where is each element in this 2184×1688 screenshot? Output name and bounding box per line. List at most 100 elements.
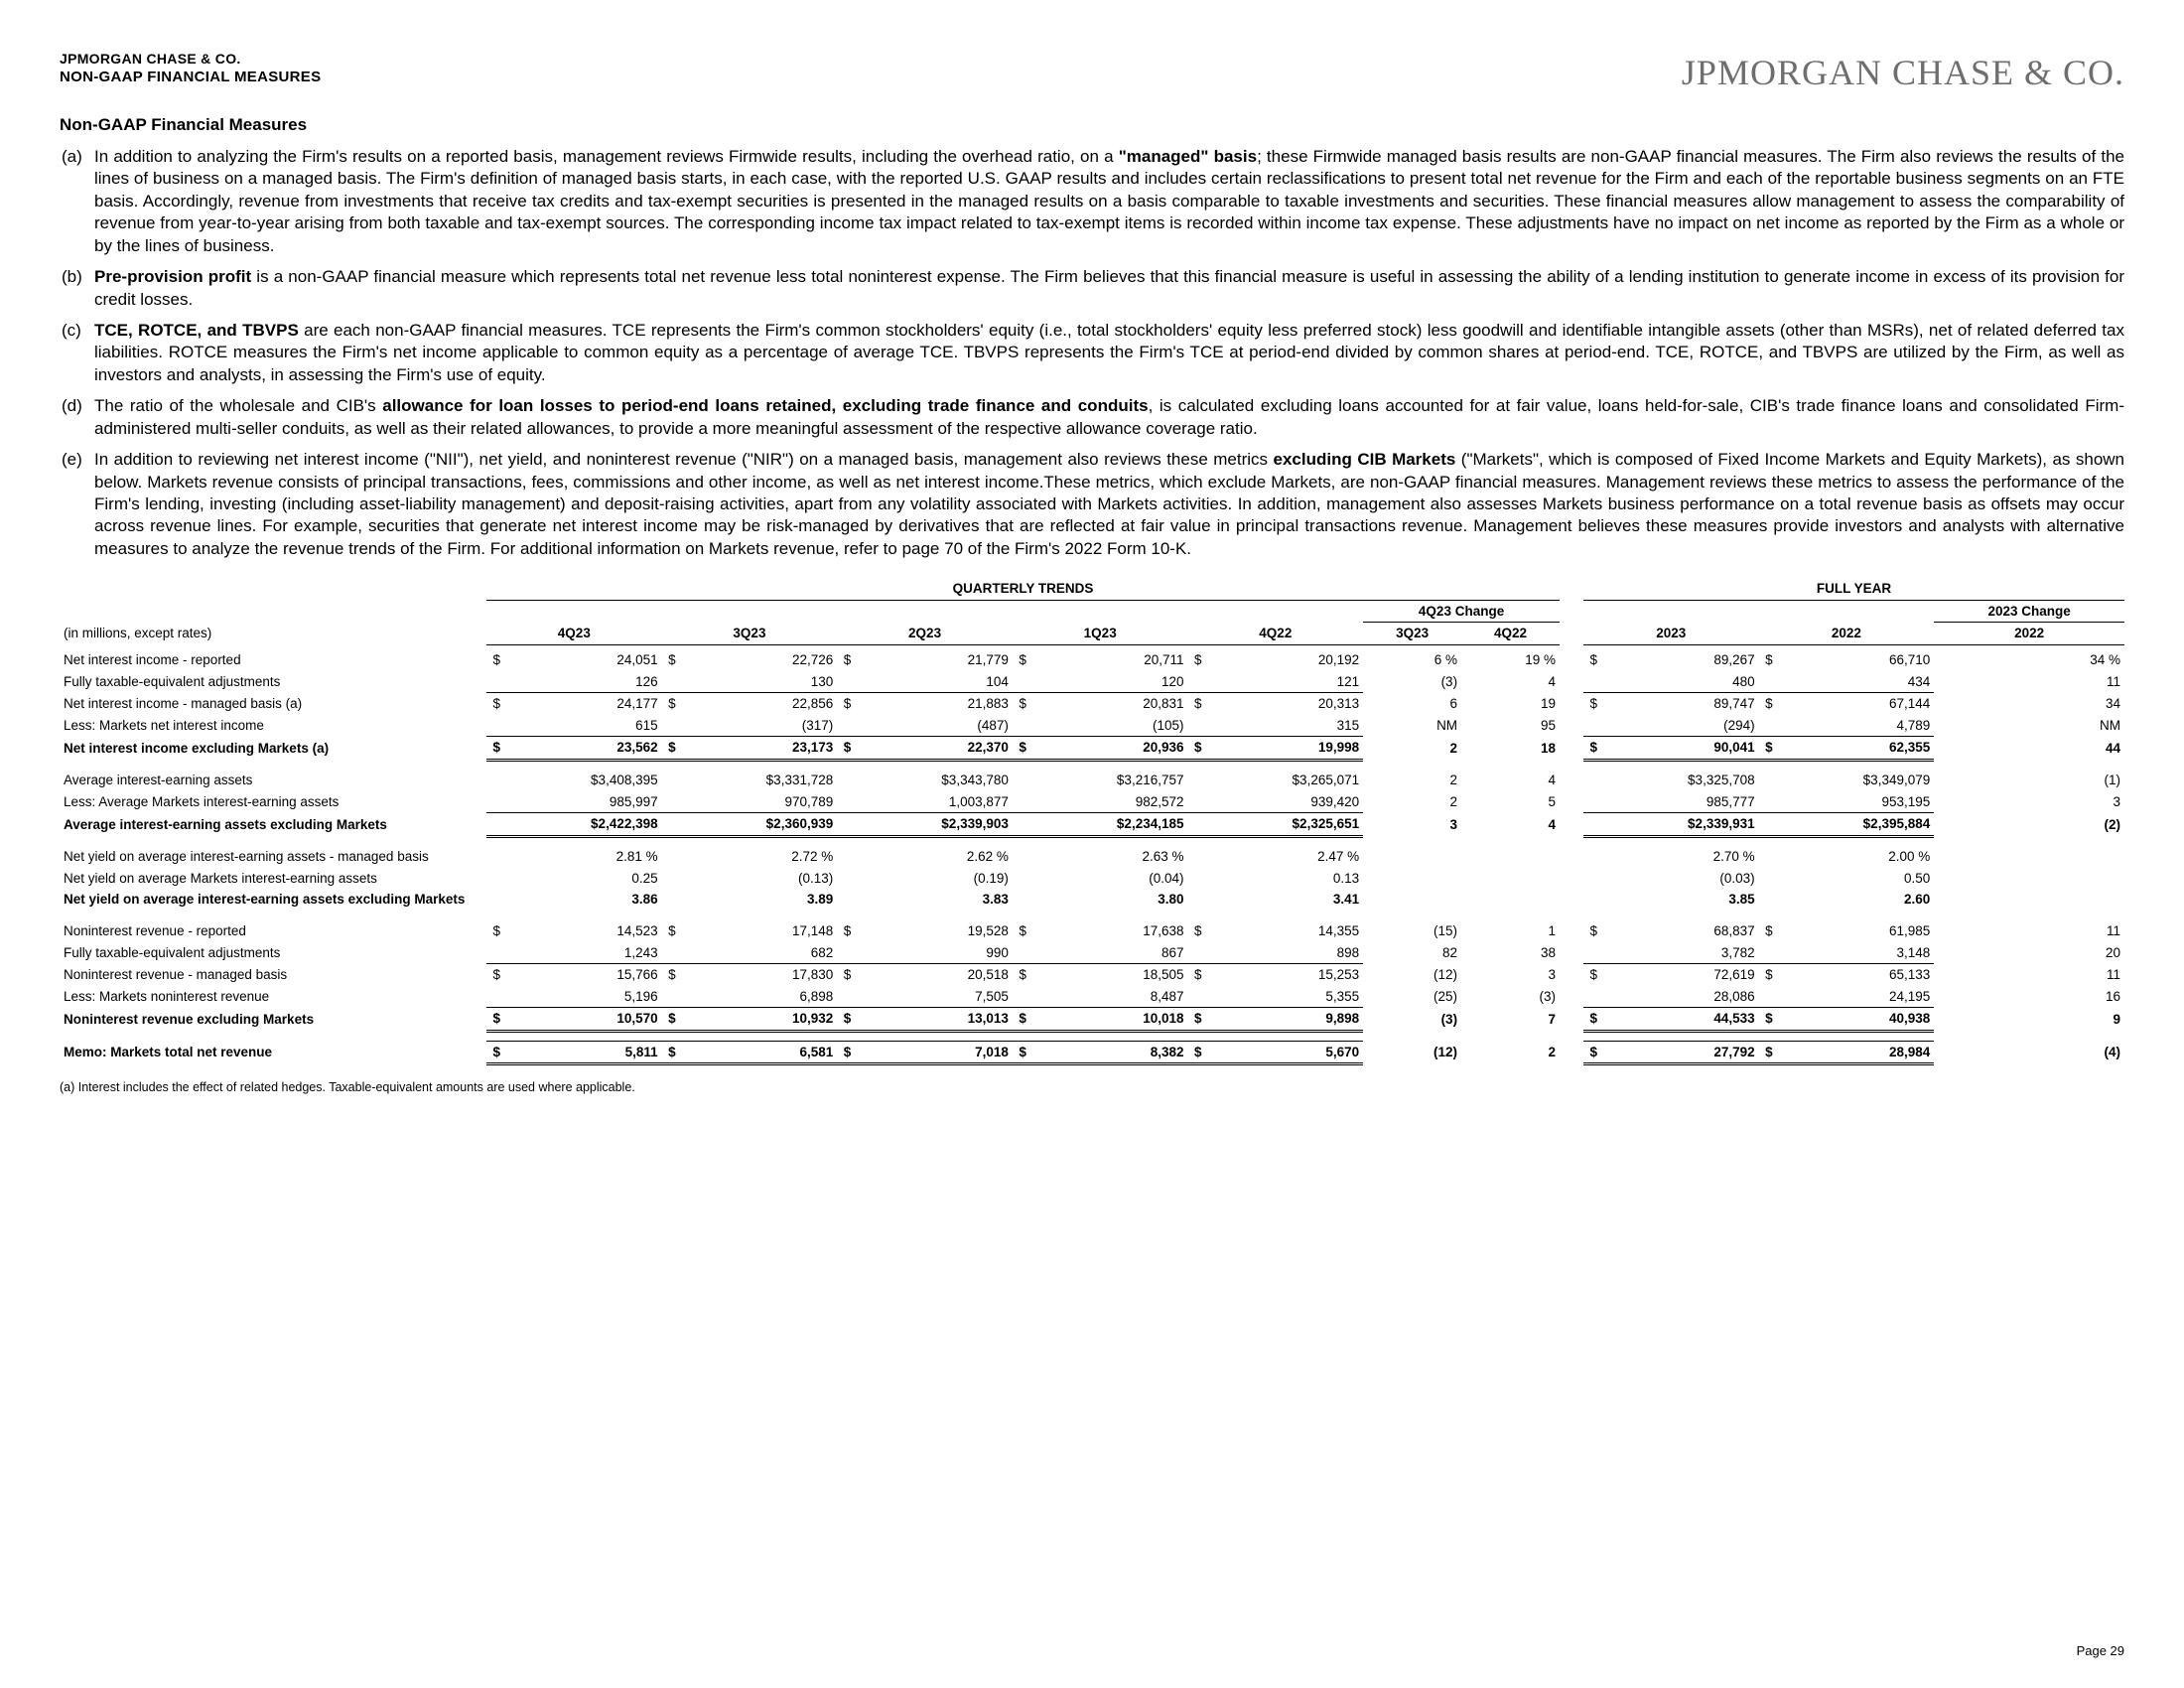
cell-value: 27,792 xyxy=(1601,1041,1759,1064)
cell-value: 10,932 xyxy=(680,1008,838,1032)
note-text: The ratio of the wholesale and CIB's all… xyxy=(94,395,2124,440)
cell-value: (0.13) xyxy=(680,868,838,890)
cell-value: 104 xyxy=(855,671,1013,693)
cell-value: 2.81 % xyxy=(504,846,662,868)
row-label: Noninterest revenue excluding Markets xyxy=(60,1008,486,1032)
cell-value: 7,505 xyxy=(855,986,1013,1008)
currency-sym xyxy=(662,770,680,791)
cell-value: $3,349,079 xyxy=(1777,770,1935,791)
currency-sym xyxy=(1188,671,1206,693)
cell-value: $2,395,884 xyxy=(1777,813,1935,837)
cell-value: 24,051 xyxy=(504,649,662,671)
table-row: Net interest income - reported$24,051$22… xyxy=(60,649,2124,671)
currency-sym xyxy=(1583,813,1601,837)
cell-value: 480 xyxy=(1601,671,1759,693)
unit-label: (in millions, except rates) xyxy=(60,623,486,645)
note-letter: (a) xyxy=(60,146,94,257)
cell-value: (0.03) xyxy=(1601,868,1759,890)
currency-sym: $ xyxy=(1013,920,1030,942)
note-item: (e)In addition to reviewing net interest… xyxy=(60,449,2124,560)
currency-sym: $ xyxy=(1759,964,1777,986)
cell-value: 2.00 % xyxy=(1777,846,1935,868)
cell-value: 3.80 xyxy=(1030,889,1188,911)
cell-change: 11 xyxy=(1934,671,2124,693)
table-row: Less: Markets net interest income615(317… xyxy=(60,715,2124,737)
cell-value: 10,018 xyxy=(1030,1008,1188,1032)
cell-value: 15,253 xyxy=(1206,964,1364,986)
cell-value: 15,766 xyxy=(504,964,662,986)
cell-change xyxy=(1934,889,2124,911)
currency-sym: $ xyxy=(486,920,504,942)
cell-value: 867 xyxy=(1030,942,1188,964)
cell-value: 2.60 xyxy=(1777,889,1935,911)
cell-change: 3 xyxy=(1461,964,1560,986)
table-footnote: (a) Interest includes the effect of rela… xyxy=(60,1079,2124,1095)
cell-value: 21,779 xyxy=(855,649,1013,671)
cell-change: 34 % xyxy=(1934,649,2124,671)
header-change-q: 4Q23 Change xyxy=(1363,600,1560,623)
cell-value: 898 xyxy=(1206,942,1364,964)
cell-value: $3,343,780 xyxy=(855,770,1013,791)
cell-value: 17,148 xyxy=(680,920,838,942)
cell-change: (4) xyxy=(1934,1041,2124,1064)
cell-value: $3,331,728 xyxy=(680,770,838,791)
currency-sym: $ xyxy=(662,920,680,942)
table-row: Fully taxable-equivalent adjustments1261… xyxy=(60,671,2124,693)
row-label: Noninterest revenue - reported xyxy=(60,920,486,942)
row-label: Net yield on average interest-earning as… xyxy=(60,889,486,911)
currency-sym xyxy=(662,715,680,737)
note-letter: (d) xyxy=(60,395,94,440)
cell-value: $2,339,931 xyxy=(1601,813,1759,837)
cell-value: $2,422,398 xyxy=(504,813,662,837)
currency-sym: $ xyxy=(1759,693,1777,715)
currency-sym xyxy=(1013,889,1030,911)
financial-table: QUARTERLY TRENDS FULL YEAR4Q23 Change202… xyxy=(60,578,2124,1065)
cell-change: 4 xyxy=(1461,770,1560,791)
currency-sym xyxy=(662,986,680,1008)
currency-sym: $ xyxy=(662,693,680,715)
cell-value: 953,195 xyxy=(1777,791,1935,813)
table-row: Net yield on average Markets interest-ea… xyxy=(60,868,2124,890)
currency-sym xyxy=(1583,846,1601,868)
currency-sym xyxy=(1188,942,1206,964)
table-row: Average interest-earning assets$3,408,39… xyxy=(60,770,2124,791)
cell-change: 16 xyxy=(1934,986,2124,1008)
cell-change: 9 xyxy=(1934,1008,2124,1032)
currency-sym xyxy=(1759,813,1777,837)
cell-value: 23,562 xyxy=(504,737,662,761)
cell-change: 34 xyxy=(1934,693,2124,715)
note-text: Pre-provision profit is a non-GAAP finan… xyxy=(94,266,2124,311)
cell-value: 24,195 xyxy=(1777,986,1935,1008)
currency-sym xyxy=(837,813,855,837)
table-row: Fully taxable-equivalent adjustments1,24… xyxy=(60,942,2124,964)
row-label: Average interest-earning assets excludin… xyxy=(60,813,486,837)
cell-value: 14,523 xyxy=(504,920,662,942)
cell-change: NM xyxy=(1934,715,2124,737)
cell-value: (105) xyxy=(1030,715,1188,737)
col-header: 2Q23 xyxy=(837,623,1013,645)
currency-sym xyxy=(837,986,855,1008)
cell-value: 3.83 xyxy=(855,889,1013,911)
currency-sym xyxy=(1013,986,1030,1008)
currency-sym: $ xyxy=(837,964,855,986)
cell-value: 72,619 xyxy=(1601,964,1759,986)
cell-change: 11 xyxy=(1934,964,2124,986)
cell-change: 18 xyxy=(1461,737,1560,761)
cell-value: 20,192 xyxy=(1206,649,1364,671)
table-row: Net yield on average interest-earning as… xyxy=(60,846,2124,868)
cell-value: 22,726 xyxy=(680,649,838,671)
currency-sym xyxy=(662,671,680,693)
currency-sym: $ xyxy=(1759,920,1777,942)
table-row: Net yield on average interest-earning as… xyxy=(60,889,2124,911)
cell-value: 23,173 xyxy=(680,737,838,761)
cell-change xyxy=(1461,846,1560,868)
currency-sym xyxy=(1759,791,1777,813)
currency-sym xyxy=(486,846,504,868)
currency-sym: $ xyxy=(486,693,504,715)
currency-sym: $ xyxy=(662,964,680,986)
cell-value: 19,998 xyxy=(1206,737,1364,761)
cell-value: $2,339,903 xyxy=(855,813,1013,837)
row-label: Fully taxable-equivalent adjustments xyxy=(60,671,486,693)
cell-value: 62,355 xyxy=(1777,737,1935,761)
cell-value: 5,355 xyxy=(1206,986,1364,1008)
